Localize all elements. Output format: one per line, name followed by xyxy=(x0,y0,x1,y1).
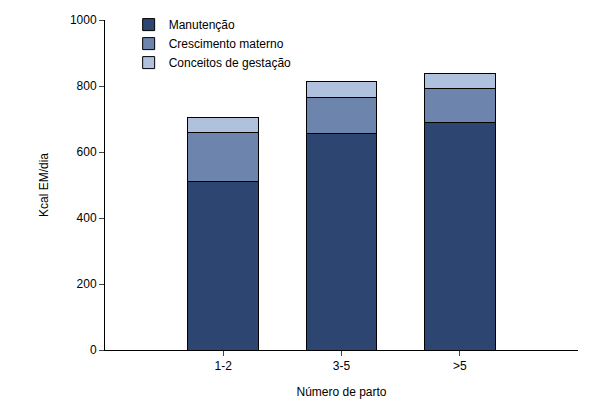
svg-text:200: 200 xyxy=(77,277,97,291)
svg-text:800: 800 xyxy=(77,79,97,93)
svg-text:1-2: 1-2 xyxy=(215,359,233,373)
svg-text:>5: >5 xyxy=(453,359,467,373)
svg-text:400: 400 xyxy=(77,211,97,225)
svg-text:Número de parto: Número de parto xyxy=(296,385,386,399)
svg-text:1000: 1000 xyxy=(70,13,97,27)
svg-text:600: 600 xyxy=(77,145,97,159)
svg-text:Kcal EM/dia: Kcal EM/dia xyxy=(37,153,51,217)
svg-text:Conceitos de gestação: Conceitos de gestação xyxy=(169,56,291,70)
svg-text:0: 0 xyxy=(90,343,97,357)
svg-text:3-5: 3-5 xyxy=(333,359,351,373)
svg-text:Crescimento materno: Crescimento materno xyxy=(169,37,284,51)
svg-text:Manutenção: Manutenção xyxy=(169,18,235,32)
